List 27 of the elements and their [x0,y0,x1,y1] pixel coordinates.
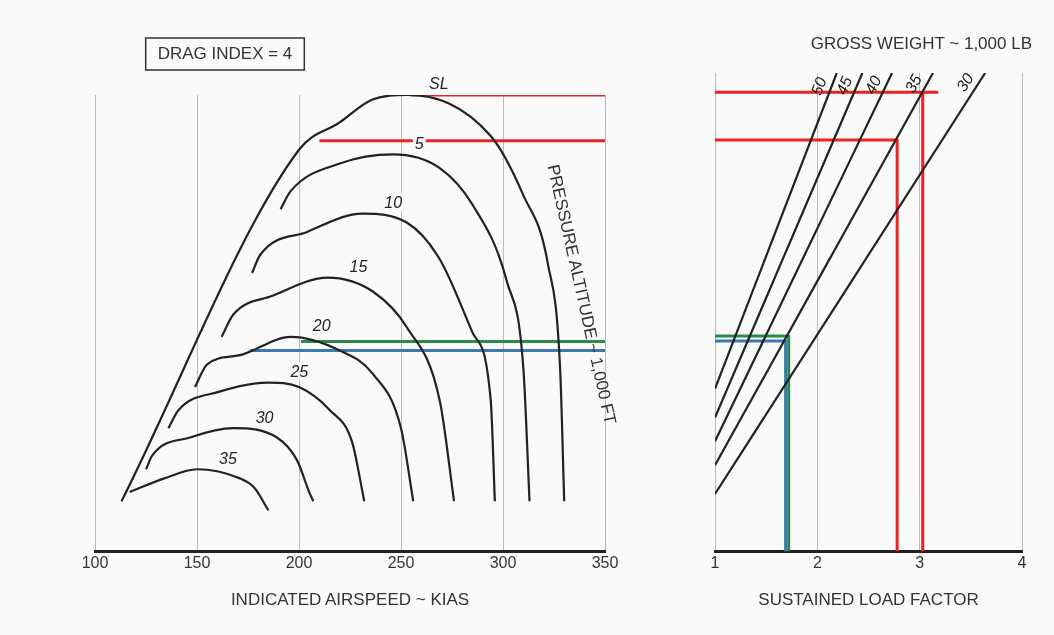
series-label: 30 [255,408,274,426]
x-tick-label: 250 [387,554,415,572]
x-tick-label: 4 [1017,554,1027,572]
x-axis-title: INDICATED AIRSPEED ~ KIAS [230,590,470,610]
text: 45 [832,74,856,98]
series-label: 25 [289,362,309,380]
text: GROSS WEIGHT ~ 1,000 LB [810,33,1032,53]
x-tick-label: 3 [915,554,925,572]
text: DRAG INDEX = 4 [157,43,293,63]
x-axis-title: SUSTAINED LOAD FACTOR [758,590,979,610]
text: 30 [952,70,977,95]
series-label: SL [429,75,449,93]
x-tick-label: 350 [591,554,619,572]
text: 40 [861,73,885,97]
x-tick-label: 200 [285,554,313,572]
series-label: 20 [311,317,331,335]
series-label: 5 [414,134,424,152]
series-label: 15 [349,258,368,276]
series-label: 35 [219,449,237,467]
x-tick-label: 150 [183,554,211,572]
text: 50 [807,74,830,98]
x-tick-label: 300 [489,554,517,572]
x-tick-label: 100 [81,554,109,572]
series-label: 10 [384,194,403,212]
x-tick-label: 2 [812,554,822,572]
x-tick-label: 1 [710,554,720,572]
text: 35 [901,71,926,96]
